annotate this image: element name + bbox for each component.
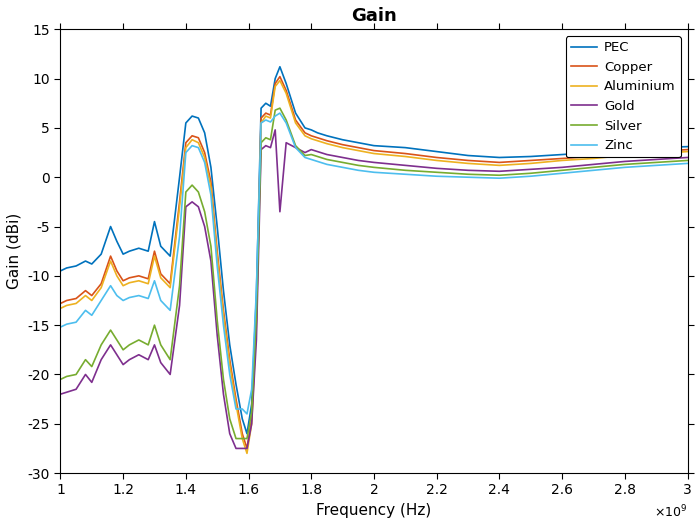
Gold (291, 144, 300, 151)
Aluminium (301, 133, 309, 139)
PEC (266, 103, 274, 109)
Silver (276, 105, 284, 111)
Copper (291, 117, 300, 123)
Gold (370, 159, 378, 165)
Copper (166, 280, 174, 287)
Line: Aluminium: Aluminium (60, 80, 687, 454)
PEC (243, 430, 251, 437)
Silver (291, 142, 300, 149)
Silver (166, 356, 174, 363)
Silver (266, 136, 274, 143)
Silver (232, 435, 240, 442)
Copper (271, 80, 279, 87)
Copper (56, 300, 64, 307)
Line: Copper: Copper (60, 77, 687, 448)
PEC (166, 253, 174, 259)
Aluminium (370, 150, 378, 156)
Aluminium (266, 115, 274, 121)
Aluminium (271, 83, 279, 90)
Aluminium (683, 149, 692, 155)
PEC (291, 110, 300, 116)
Gold (276, 208, 284, 215)
Zinc (276, 110, 284, 116)
Silver (370, 164, 378, 171)
Aluminium (56, 305, 64, 311)
Zinc (271, 113, 279, 119)
Silver (271, 107, 279, 113)
PEC (56, 268, 64, 274)
Silver (56, 376, 64, 383)
Line: PEC: PEC (60, 67, 687, 434)
Aluminium (166, 285, 174, 291)
Aluminium (276, 77, 284, 83)
Zinc (166, 307, 174, 313)
Line: Silver: Silver (60, 108, 687, 438)
PEC (683, 143, 692, 150)
Copper (683, 146, 692, 153)
Legend: PEC, Copper, Aluminium, Gold, Silver, Zinc: PEC, Copper, Aluminium, Gold, Silver, Zi… (566, 36, 681, 158)
Copper (243, 445, 251, 452)
Copper (266, 112, 274, 118)
Gold (301, 150, 309, 156)
Zinc (301, 154, 309, 161)
Line: Zinc: Zinc (60, 113, 687, 414)
Gold (166, 371, 174, 377)
Title: Gain: Gain (351, 7, 397, 25)
Line: Gold: Gold (60, 130, 687, 448)
Silver (683, 158, 692, 164)
Aluminium (291, 120, 300, 126)
Gold (56, 391, 64, 397)
Zinc (370, 169, 378, 175)
Gold (683, 154, 692, 161)
Aluminium (243, 450, 251, 457)
PEC (276, 64, 284, 70)
Gold (232, 445, 240, 452)
PEC (301, 125, 309, 131)
Gold (266, 144, 274, 151)
Silver (301, 152, 309, 159)
Y-axis label: Gain (dBi): Gain (dBi) (7, 213, 22, 289)
Text: $\times10^9$: $\times10^9$ (654, 504, 687, 521)
PEC (271, 76, 279, 82)
Zinc (683, 160, 692, 166)
Copper (301, 130, 309, 136)
Copper (370, 148, 378, 154)
Zinc (266, 119, 274, 125)
Copper (276, 74, 284, 80)
Zinc (291, 144, 300, 151)
Gold (271, 127, 279, 133)
Zinc (243, 411, 251, 417)
Zinc (56, 324, 64, 330)
X-axis label: Frequency (Hz): Frequency (Hz) (316, 503, 432, 518)
PEC (370, 142, 378, 149)
